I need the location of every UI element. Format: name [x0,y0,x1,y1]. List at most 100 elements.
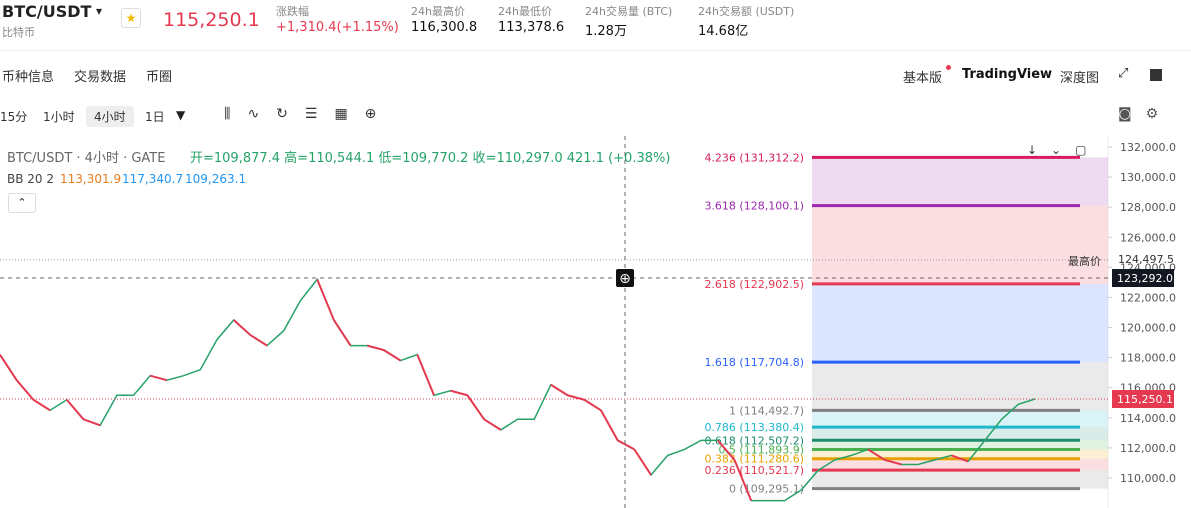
last-price: 115,250.1 [163,9,260,31]
price-tick-label: 118,000.0 [1120,352,1176,365]
down-segment [383,349,402,362]
interval[interactable]: 4小时 [86,106,134,127]
last-box [1112,390,1174,409]
fib-label: 0.5 (111,893.9) [718,444,804,457]
stat-value: 1.28万 [585,24,627,39]
fib-label: 2.618 (122,902.5) [704,278,804,291]
fib-zone [812,449,1108,459]
fib-zone [812,362,1108,411]
stat-value: 14.68亿 [698,24,749,39]
stat-value: 116,300.8 [411,20,478,35]
high-label: 最高价 [1068,254,1101,268]
fib-tools[interactable]: ↓⌄▢ [1027,143,1101,157]
down-segment [249,334,268,347]
favorite[interactable]: ★ [121,8,141,28]
crosshair-plus: ⊕ [619,271,631,287]
down-segment [149,374,168,382]
collapse-button[interactable]: ⌃ [8,193,36,213]
down-segment [633,448,652,476]
ohlc: 开=109,877.4 高=110,544.1 低=109,770.2 收=11… [190,151,671,166]
high-value: 124,497.5 [1118,253,1174,266]
view-tab[interactable]: TradingView [962,67,1053,82]
fib-zone [812,427,1108,441]
symbol-name: 比特币 [2,26,35,39]
down-segment [600,409,619,441]
price-tick-label: 110,000.0 [1120,472,1176,485]
down-segment [466,394,485,420]
interval[interactable]: 1小时 [43,110,75,124]
stat-value: +1,310.4(+1.15%) [276,20,399,35]
fib-zone [812,440,1108,450]
stat-value: 113,378.6 [498,20,565,35]
down-segment [951,454,969,463]
down-segment [483,418,502,431]
fib-label: 0 (109,295.1) [729,483,804,496]
settings-icons[interactable]: ◙⚙ [1118,106,1173,122]
tab[interactable]: 交易数据 [74,70,127,85]
down-segment [32,398,51,412]
tab[interactable]: 币种信息 [2,70,55,85]
fullscreen-icon[interactable] [1150,69,1162,81]
chart-title: BTC/USDT · 4小时 · GATE [7,151,166,166]
down-segment [0,354,18,381]
down-segment [233,319,252,336]
bb-name: BB 20 2 [7,172,54,186]
fib-label: 1.618 (117,704.8) [704,356,804,369]
down-segment [867,448,886,461]
price-line [0,277,1036,502]
down-segment [550,383,569,397]
price-tick-label: 126,000.0 [1120,231,1176,244]
fib-zone [812,283,1108,363]
toolbar-icons[interactable]: ⫼∿↻☰▦⊕ [224,106,394,122]
fib-label: 3.618 (128,100.1) [704,200,804,213]
fib-zone [812,205,1108,284]
dropdown[interactable]: ▾ [96,4,103,18]
fib-label: 0.382 (111,280.6) [704,453,804,466]
down-segment [567,394,585,401]
down-segment [617,439,635,451]
view-tab[interactable]: 基本版 [903,71,943,86]
symbol[interactable]: BTC/USDT [2,2,92,21]
down-segment [66,399,85,420]
fib-label: 0.786 (113,380.4) [704,421,804,434]
down-segment [83,418,101,427]
price-tick-label: 112,000.0 [1120,442,1176,455]
fib-zone [812,410,1108,428]
down-segment [333,319,352,347]
view-tab[interactable]: 深度图 [1060,71,1100,86]
divider [0,50,1191,51]
price-axis [1108,136,1191,508]
down-segment [450,389,468,397]
crosshair-box [1112,269,1174,288]
down-segment [366,344,385,352]
interval[interactable]: 1日 [145,110,165,124]
price-tick-label: 120,000.0 [1120,322,1176,335]
fib-zone [812,470,1108,489]
down-segment [583,398,602,412]
down-segment [884,458,902,466]
down-segment [15,379,35,401]
interval-dropdown[interactable]: ▼ [176,108,186,122]
stat-label: 24h最高价 [411,5,465,18]
stat-label: 24h交易额 (USDT) [698,5,795,18]
expand-icon[interactable]: ⤢ [1118,66,1129,81]
down-segment [717,439,736,461]
fib-label: 0.236 (110,521.7) [704,464,804,477]
fib-zone [812,157,1108,206]
down-segment [316,279,335,321]
crosshair-plus-bg [616,269,634,288]
fib-label: 1 (114,492.7) [729,404,804,417]
interval[interactable]: 15分 [0,110,28,124]
fib-label: 4.236 (131,312.2) [704,151,804,164]
bb-value: 117,340.7 [122,172,184,186]
bb-value: 109,263.1 [185,172,247,186]
tab[interactable]: 币圈 [146,70,173,85]
last-value: 115,250.1 [1117,393,1173,406]
price-chart: 132,000.0 130,000.0 128,000.0 126,000.0 124,… [0,136,1191,508]
price-tick-label: 122,000.0 [1120,291,1176,304]
fib-label: 0.618 (112,507.2) [704,434,804,447]
fib-zone [812,458,1108,471]
stat-label: 24h交易量 (BTC) [585,5,673,18]
price-tick-label: 114,000.0 [1120,412,1176,425]
